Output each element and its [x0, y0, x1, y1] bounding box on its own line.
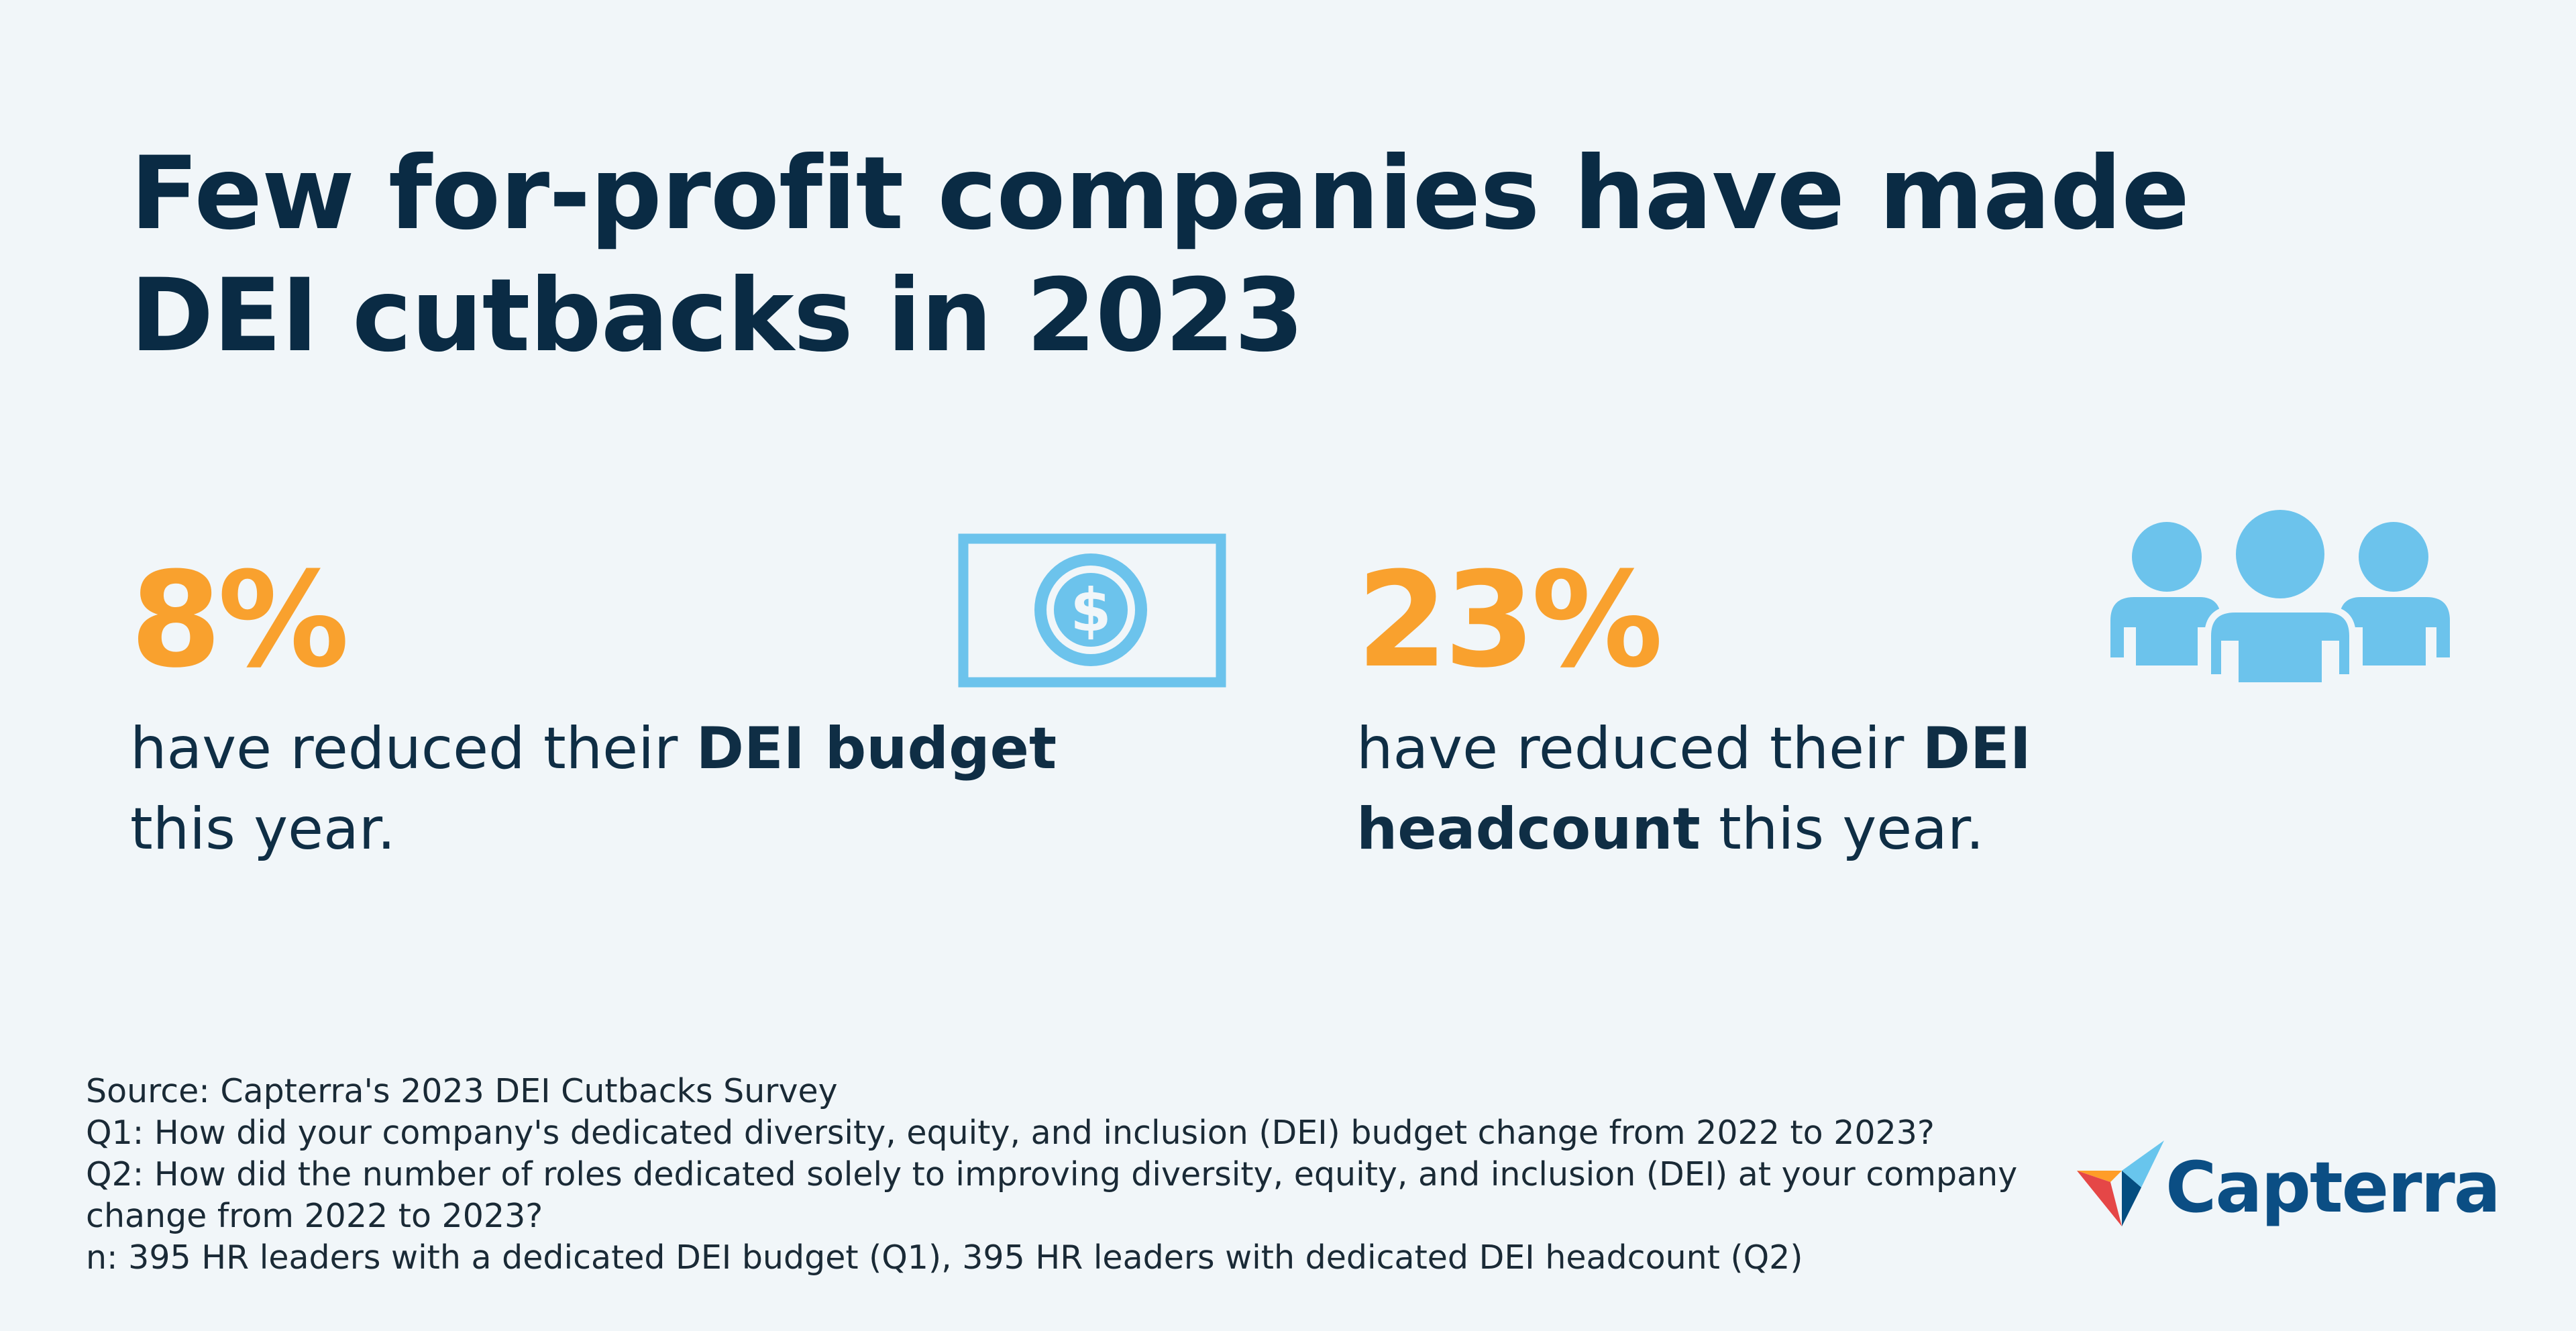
stat-headcount-value: 23% — [1356, 544, 1663, 697]
stat-headcount-description: have reduced their DEI headcount this ye… — [1356, 708, 2363, 869]
brand-name: Capterra — [2165, 1147, 2501, 1228]
stat-budget-value: 8% — [130, 544, 350, 697]
capterra-arrow-logo — [2077, 1140, 2164, 1226]
footnote-q2: Q2: How did the number of roles dedicate… — [86, 1155, 2018, 1235]
dollar-bill-icon: $ — [958, 533, 1226, 688]
footnote-q1: Q1: How did your company's dedicated div… — [86, 1114, 1935, 1152]
footnote-n: n: 395 HR leaders with a dedicated DEI b… — [86, 1238, 1803, 1277]
stat-budget-desc-after: this year. — [130, 796, 396, 863]
capterra-brand: Capterra — [2072, 1140, 2501, 1234]
stat-headcount-desc-before: have reduced their — [1356, 715, 1923, 782]
stat-headcount-desc-bold: DEI headcount — [1356, 715, 2031, 863]
stat-headcount-desc-after: this year. — [1700, 796, 1984, 863]
footnotes: Source: Capterra's 2023 DEI Cutbacks Sur… — [86, 1071, 2058, 1279]
svg-text:$: $ — [1070, 576, 1111, 645]
people-group-icon — [2110, 510, 2450, 686]
stat-budget-description: have reduced their DEI budget this year. — [130, 708, 1136, 869]
stat-budget-desc-bold: DEI budget — [696, 715, 1057, 782]
stat-budget-desc-before: have reduced their — [130, 715, 696, 782]
page-title: Few for-profit companies have made DEI c… — [130, 136, 2190, 374]
footnote-source: Source: Capterra's 2023 DEI Cutbacks Sur… — [86, 1072, 838, 1110]
